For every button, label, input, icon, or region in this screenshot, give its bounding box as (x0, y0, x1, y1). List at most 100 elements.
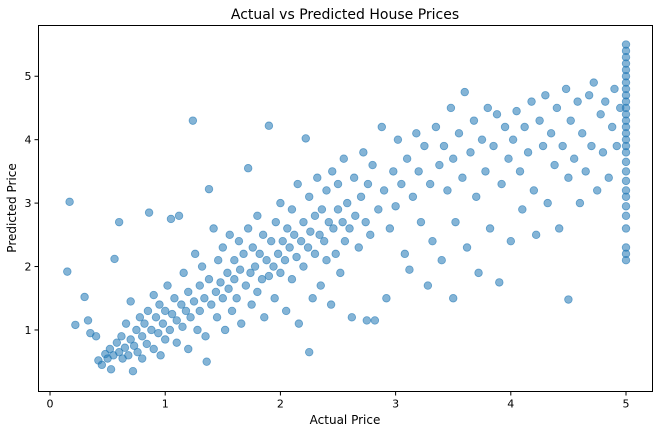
data-point (218, 243, 228, 252)
data-point (167, 309, 177, 319)
data-point (458, 173, 467, 182)
data-point (500, 122, 510, 132)
data-point (313, 173, 322, 182)
data-point (495, 278, 504, 287)
data-point (310, 211, 320, 220)
data-point (170, 294, 179, 303)
data-point (258, 230, 268, 240)
data-point (165, 325, 175, 335)
data-point (347, 313, 357, 322)
y-tick-label: 4 (25, 134, 32, 147)
data-point (435, 160, 444, 170)
data-point (362, 316, 372, 325)
data-point (543, 198, 552, 208)
x-axis-label: Actual Price (310, 413, 381, 427)
data-point (91, 332, 101, 341)
data-point (408, 192, 418, 201)
data-point (578, 129, 587, 138)
data-point (428, 236, 437, 246)
data-point (535, 116, 544, 125)
data-point (223, 268, 232, 278)
data-point (299, 217, 308, 227)
data-point (538, 141, 548, 151)
data-point (292, 252, 301, 262)
data-point (149, 344, 158, 354)
data-point (324, 217, 333, 227)
data-point (200, 294, 209, 303)
data-point (166, 214, 176, 224)
data-point (512, 106, 521, 116)
data-point (541, 91, 550, 100)
data-point (374, 205, 383, 214)
data-point (385, 224, 395, 233)
data-point (363, 179, 373, 189)
data-point (310, 249, 320, 259)
data-point (552, 103, 562, 113)
data-point (281, 306, 291, 316)
data-point (569, 154, 579, 163)
x-tick-label: 1 (162, 398, 169, 411)
data-point (621, 40, 631, 49)
data-point (216, 278, 225, 287)
data-point (612, 141, 621, 151)
data-point (143, 306, 153, 316)
data-point (230, 275, 239, 284)
data-point (483, 103, 492, 113)
data-point (114, 347, 124, 357)
data-point (204, 184, 214, 194)
data-point (449, 154, 458, 163)
data-point (333, 205, 343, 214)
data-point (331, 249, 340, 259)
x-tick-label: 0 (47, 398, 54, 411)
data-point (269, 262, 278, 271)
data-point (202, 357, 211, 366)
data-point (621, 243, 631, 252)
data-point (343, 198, 352, 208)
data-point (584, 91, 594, 100)
data-point (161, 306, 170, 316)
y-tick-label: 5 (25, 70, 32, 83)
data-point (351, 211, 360, 220)
data-point (564, 173, 573, 182)
data-point (575, 198, 585, 208)
data-point (195, 281, 204, 290)
data-point (224, 284, 233, 293)
data-point (306, 227, 315, 236)
data-point (610, 84, 619, 94)
data-point (589, 78, 598, 87)
data-point (189, 297, 199, 306)
data-point (177, 300, 186, 309)
data-point (278, 236, 287, 246)
data-point (287, 275, 297, 284)
data-point (253, 287, 262, 297)
data-point (566, 116, 575, 125)
data-point (366, 230, 375, 240)
data-point (80, 292, 89, 302)
data-point (523, 148, 533, 157)
data-point (393, 135, 403, 144)
data-point (621, 167, 631, 176)
data-point (379, 186, 389, 195)
data-point (359, 148, 368, 157)
data-point (273, 249, 283, 259)
data-point (425, 179, 435, 189)
data-point (305, 192, 314, 201)
data-point (230, 255, 239, 265)
data-point (271, 217, 281, 227)
data-point (449, 294, 458, 303)
data-point (329, 224, 338, 233)
data-point (232, 294, 241, 303)
data-point (326, 300, 336, 309)
data-point (227, 306, 237, 316)
x-axis: 0 1 2 3 4 5 (47, 391, 630, 411)
data-point (489, 141, 498, 151)
data-point (264, 271, 274, 281)
data-point (151, 313, 161, 322)
data-point (529, 186, 539, 195)
data-point (117, 332, 126, 341)
data-point (389, 167, 398, 176)
points-layer (63, 40, 631, 376)
data-point (531, 230, 541, 240)
data-point (225, 230, 234, 240)
data-point (316, 281, 325, 290)
